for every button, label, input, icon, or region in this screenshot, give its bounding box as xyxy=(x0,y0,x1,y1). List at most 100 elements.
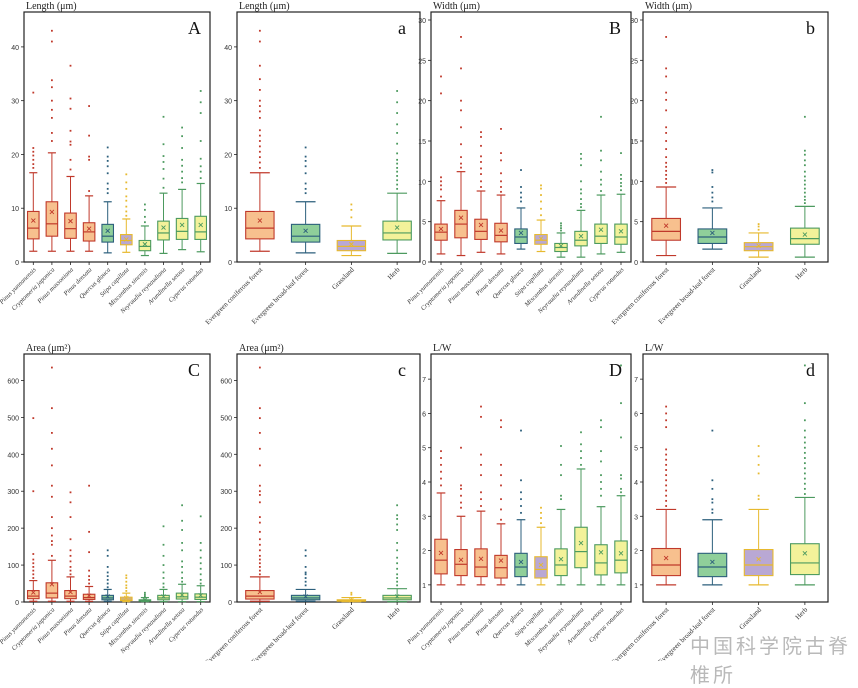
iqr-box xyxy=(789,543,820,576)
y-tick-label: 100 xyxy=(220,563,232,570)
outlier-point xyxy=(350,591,353,594)
box-3 xyxy=(382,90,412,254)
outlier-point xyxy=(580,198,582,200)
outlier-point xyxy=(600,474,602,477)
outlier-point xyxy=(600,487,602,490)
outlier-point xyxy=(258,116,261,119)
outlier-point xyxy=(304,549,307,552)
outlier-point xyxy=(304,187,307,190)
outlier-point xyxy=(32,558,35,561)
outlier-point xyxy=(396,556,399,559)
outlier-point xyxy=(580,463,582,466)
outlier-point xyxy=(540,511,542,514)
outlier-point xyxy=(51,431,53,434)
outlier-point xyxy=(258,490,261,493)
mean-marker xyxy=(618,550,624,556)
outlier-point xyxy=(396,179,399,182)
box-5 xyxy=(534,184,548,253)
mean-marker xyxy=(598,227,604,233)
y-tick-label: 20 xyxy=(418,99,426,106)
y-tick-label: 25 xyxy=(630,58,638,65)
outlier-point xyxy=(520,186,522,188)
outlier-point xyxy=(258,549,261,552)
iqr-box xyxy=(194,215,208,240)
mean-marker xyxy=(663,223,669,229)
outlier-point xyxy=(803,364,806,367)
outlier-point xyxy=(304,584,307,587)
mean-marker xyxy=(438,550,444,556)
y-tick-label: 0 xyxy=(15,600,19,607)
outlier-point xyxy=(803,195,806,198)
outlier-point xyxy=(665,91,668,94)
x-tick-label: Cyperus rotundus xyxy=(588,606,626,644)
outlier-point xyxy=(396,518,399,520)
mean-marker xyxy=(303,594,308,599)
y-tick-label: 5 xyxy=(634,220,638,227)
outlier-point xyxy=(181,164,183,167)
outlier-point xyxy=(199,177,202,180)
outlier-point xyxy=(125,181,128,184)
mean-marker xyxy=(303,228,308,234)
outlier-point xyxy=(396,90,399,92)
iqr-box xyxy=(743,548,774,577)
outlier-point xyxy=(665,505,668,507)
outlier-point xyxy=(665,173,668,176)
outlier-point xyxy=(88,105,90,107)
outlier-point xyxy=(600,159,602,162)
mean-marker xyxy=(498,558,504,563)
mean-marker xyxy=(756,243,761,249)
outlier-point xyxy=(460,506,462,509)
outlier-point xyxy=(69,143,72,146)
outlier-point xyxy=(560,494,562,497)
outlier-point xyxy=(396,529,399,531)
outlier-point xyxy=(51,527,53,530)
outlier-point xyxy=(199,112,202,114)
outlier-point xyxy=(258,40,261,43)
y-tick-label: 200 xyxy=(7,526,19,533)
x-tick-label: Grassland xyxy=(330,605,356,631)
outlier-point xyxy=(665,479,668,482)
y-tick-label: 0 xyxy=(634,260,638,267)
mean-marker xyxy=(518,559,524,565)
outlier-point xyxy=(199,90,202,92)
outlier-point xyxy=(440,184,442,187)
outlier-point xyxy=(600,170,602,173)
outlier-point xyxy=(258,447,261,450)
mean-marker xyxy=(68,589,73,595)
outlier-point xyxy=(460,126,462,129)
outlier-point xyxy=(757,498,760,501)
outlier-point xyxy=(32,562,35,565)
outlier-point xyxy=(665,126,668,129)
outlier-point xyxy=(396,123,399,126)
outlier-point xyxy=(258,366,261,369)
mean-marker xyxy=(86,593,92,599)
outlier-point xyxy=(258,521,261,524)
outlier-point xyxy=(803,187,806,190)
iqr-box xyxy=(245,590,275,600)
outlier-point xyxy=(51,79,53,82)
outlier-point xyxy=(258,156,261,159)
outlier-point xyxy=(480,161,482,163)
outlier-point xyxy=(162,577,165,579)
outlier-point xyxy=(803,419,806,422)
outlier-point xyxy=(88,530,90,533)
box-1 xyxy=(697,169,728,250)
outlier-point xyxy=(181,170,183,173)
outlier-point xyxy=(32,158,35,161)
outlier-point xyxy=(560,463,562,466)
outlier-point xyxy=(665,489,668,492)
outlier-point xyxy=(440,457,442,459)
outlier-point xyxy=(162,115,165,118)
mean-marker xyxy=(663,555,669,561)
outlier-point xyxy=(125,590,128,592)
outlier-point xyxy=(620,491,622,494)
outlier-point xyxy=(520,429,522,432)
box-8 xyxy=(594,419,608,586)
iqr-box xyxy=(175,217,189,240)
outlier-point xyxy=(600,481,602,483)
outlier-point xyxy=(106,578,109,581)
mean-marker xyxy=(179,592,185,598)
outlier-point xyxy=(304,155,307,158)
outlier-point xyxy=(350,203,353,206)
